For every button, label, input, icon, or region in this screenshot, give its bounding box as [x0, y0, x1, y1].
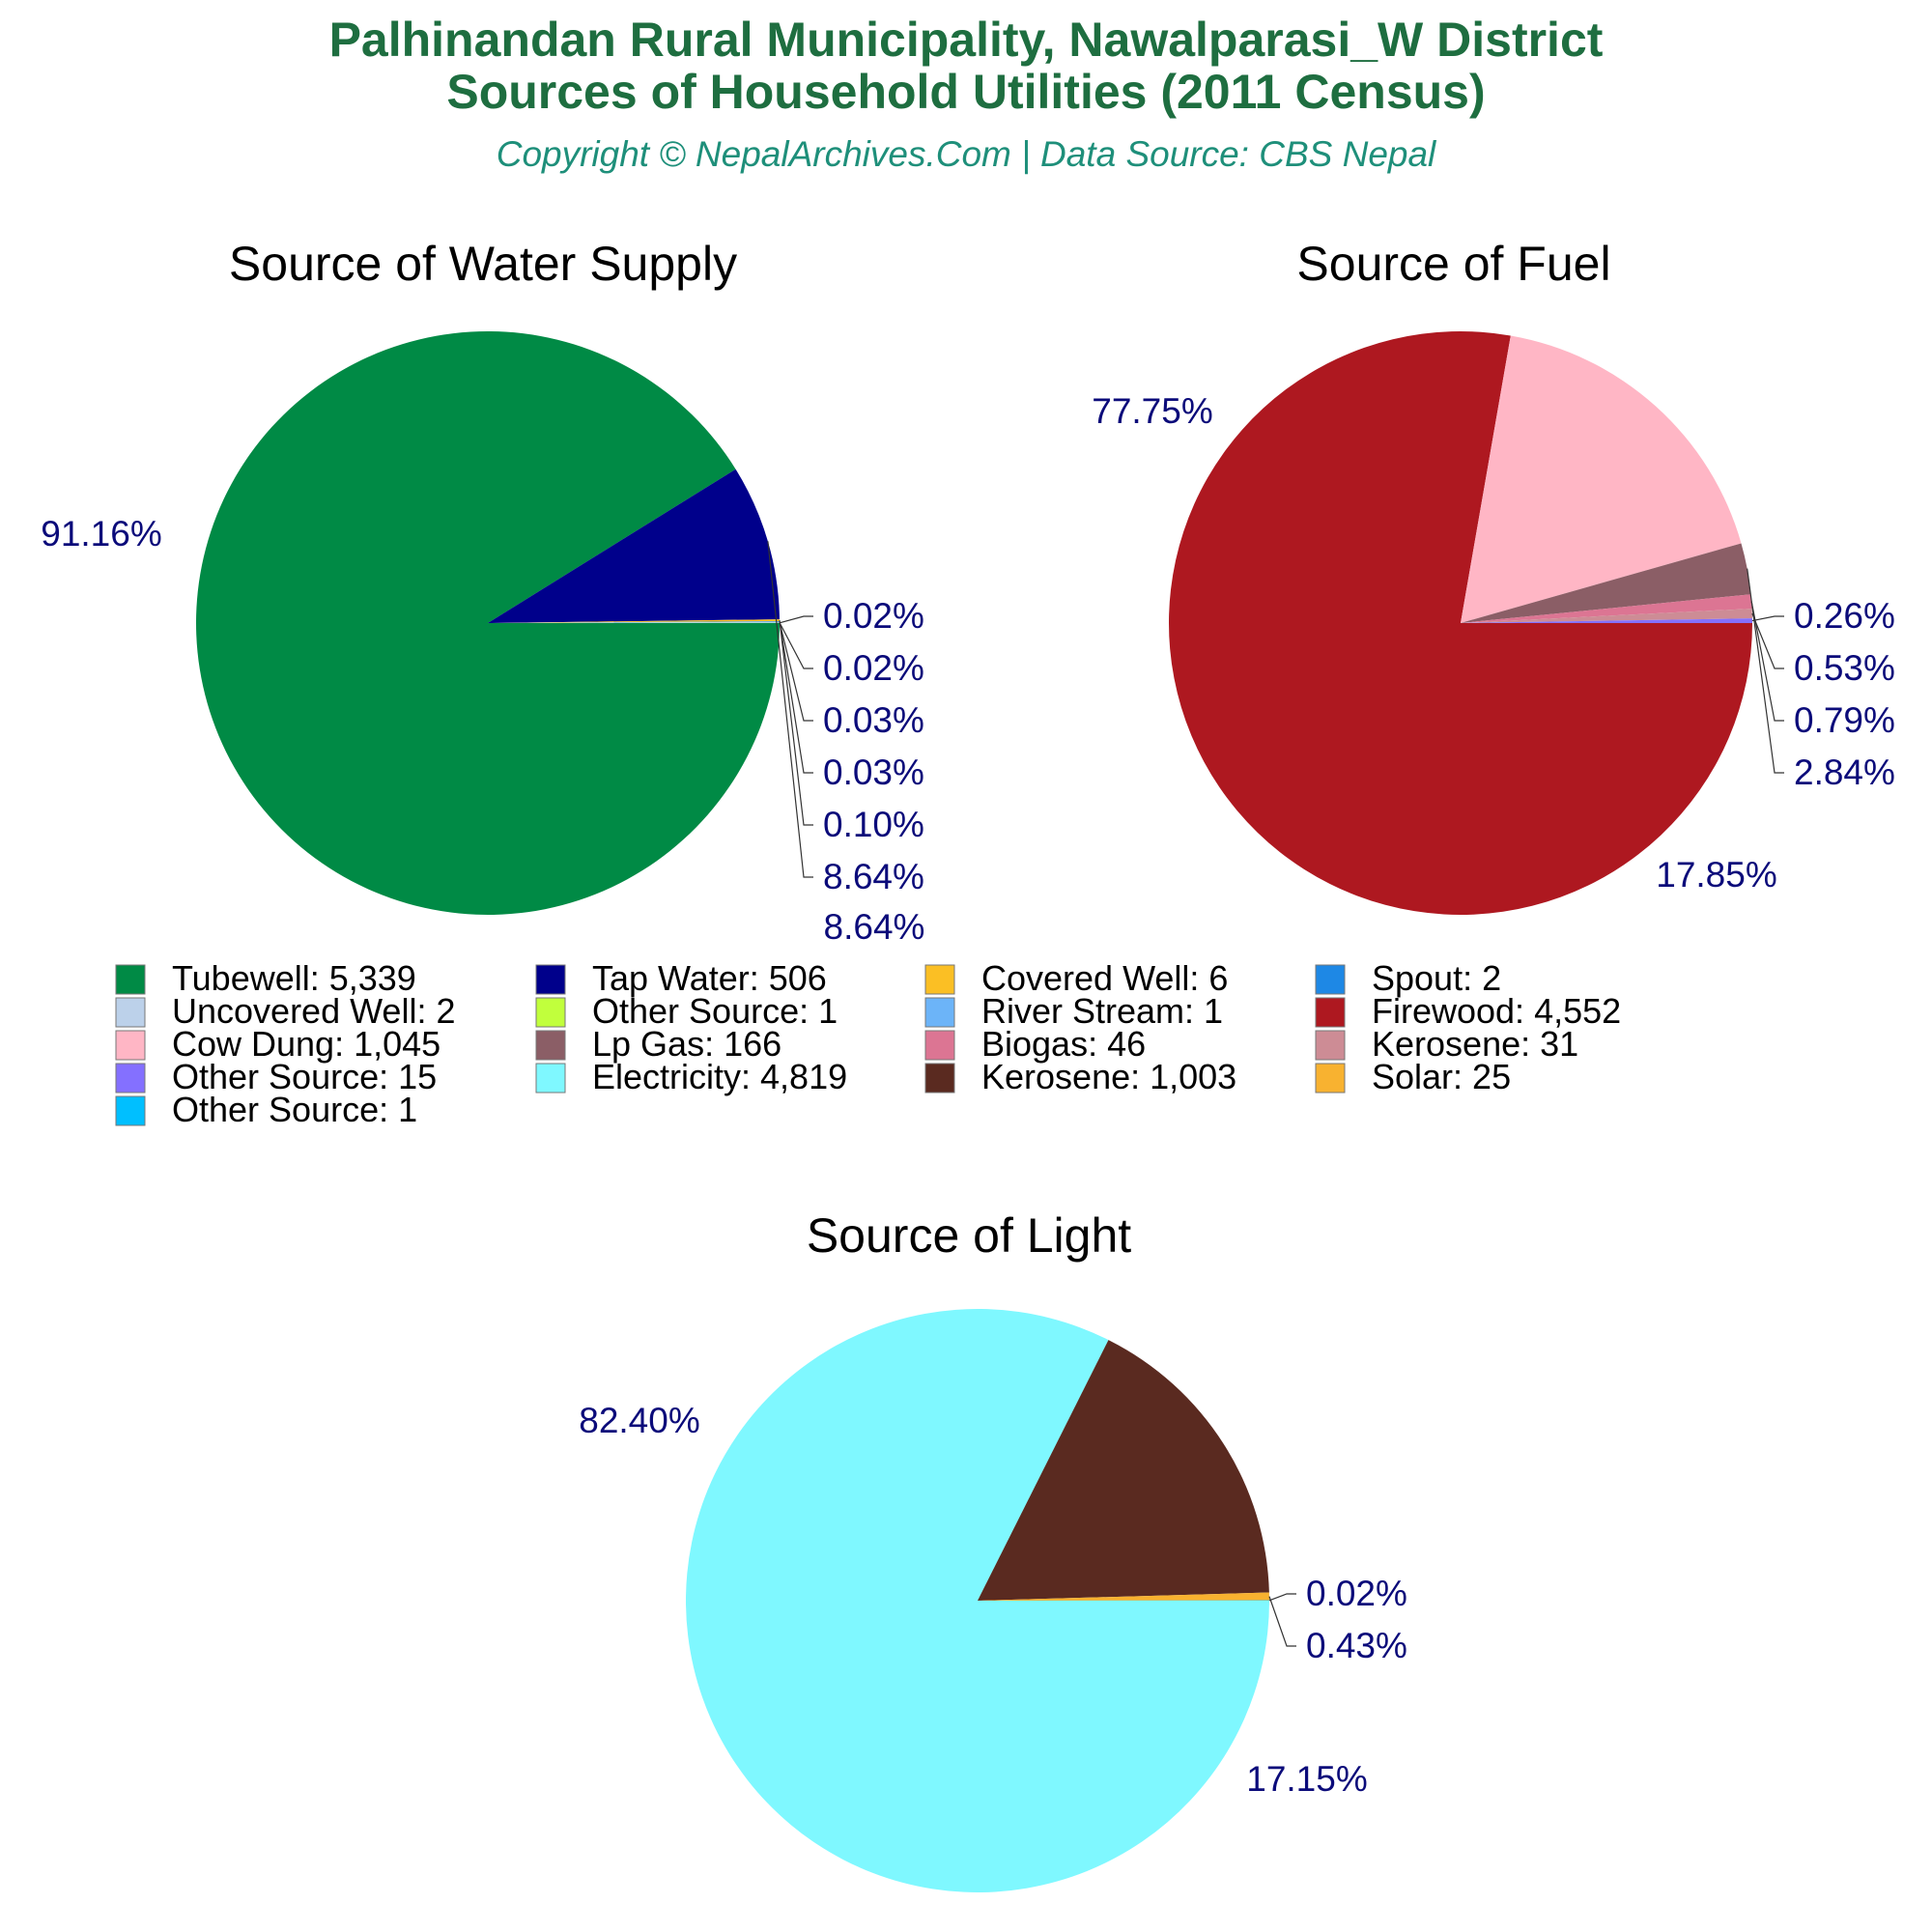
- legend-label-10: Biogas: 46: [981, 1024, 1146, 1064]
- water-pct-label-covered-well: 0.10%: [823, 805, 924, 844]
- legend-label-3: Spout: 2: [1372, 958, 1501, 998]
- fuel-pct-label-cow-dung: 17.85%: [1656, 855, 1777, 895]
- fuel-leader-line-kerosene: [1751, 612, 1784, 669]
- legend-label-2: Covered Well: 6: [981, 958, 1228, 998]
- fuel-pct-label-biogas: 0.79%: [1794, 700, 1895, 740]
- water-leader-line-spout: [779, 621, 813, 774]
- fuel-leader-line-other-source: [1751, 615, 1784, 622]
- legend-swatch-10: [924, 1030, 955, 1061]
- legend-label-15: Solar: 25: [1372, 1057, 1511, 1096]
- water-supply-chart-title: Source of Water Supply: [229, 237, 737, 291]
- water-leader-line-other-source: [779, 622, 813, 669]
- subtitle: Copyright © NepalArchives.Com | Data Sou…: [497, 134, 1437, 174]
- water-slice-tap-water: [488, 469, 780, 623]
- legend-label-5: Other Source: 1: [592, 991, 838, 1031]
- legend-swatch-2: [924, 964, 955, 995]
- fuel-pct-label-lp-gas: 2.84%: [1794, 753, 1895, 792]
- fuel-leader-line-biogas: [1750, 601, 1784, 722]
- water-pct-label-tubewell: 91.16%: [41, 514, 162, 554]
- fuel-slice-lp-gas: [1461, 543, 1751, 623]
- water-slice-covered-well: [488, 619, 780, 623]
- light-slice-solar: [978, 1592, 1269, 1601]
- water-pct-label-tap-water: 8.64%: [823, 857, 924, 896]
- fuel-slice-cow-dung: [1461, 335, 1742, 623]
- water-slice-uncovered-well: [488, 621, 781, 623]
- light-leader-line-solar: [1268, 1596, 1296, 1647]
- main-title-line-1: Palhinandan Rural Municipality, Nawalpar…: [329, 13, 1604, 67]
- fuel-slice-kerosene: [1461, 609, 1752, 623]
- light-leader-line-other-source: [1268, 1593, 1296, 1602]
- legend-label-4: Uncovered Well: 2: [172, 991, 455, 1031]
- legend-label-16: Other Source: 1: [172, 1090, 417, 1129]
- water-slice-spout: [488, 621, 780, 623]
- fuel-leader-line-lp-gas: [1747, 568, 1784, 774]
- water-slice-tubewell: [195, 331, 780, 916]
- water-pct-label-tap-water: 8.64%: [824, 907, 925, 947]
- water-leader-line-tap-water: [767, 541, 813, 878]
- legend-label-12: Other Source: 15: [172, 1057, 437, 1096]
- legend-label-0: Tubewell: 5,339: [172, 958, 416, 998]
- fuel-slice-firewood: [1168, 330, 1752, 915]
- legend-swatch-13: [535, 1063, 566, 1094]
- light-pct-label-solar: 0.43%: [1306, 1626, 1407, 1665]
- legend-swatch-12: [115, 1063, 146, 1094]
- legend-label-8: Cow Dung: 1,045: [172, 1024, 440, 1064]
- legend-swatch-4: [115, 997, 146, 1028]
- fuel-chart-title: Source of Fuel: [1296, 237, 1610, 291]
- legend-swatch-8: [115, 1030, 146, 1061]
- legend-swatch-5: [535, 997, 566, 1028]
- legend-label-11: Kerosene: 31: [1372, 1024, 1578, 1064]
- legend-label-9: Lp Gas: 166: [592, 1024, 781, 1064]
- fuel-pie-chart: Source of Fuel 77.75% 17.85% 0.26% 0.53% 0.7…: [1092, 237, 1895, 915]
- legend-swatch-14: [924, 1063, 955, 1094]
- legend-label-6: River Stream: 1: [981, 991, 1223, 1031]
- light-chart-title: Source of Light: [807, 1208, 1131, 1263]
- water-pct-label-river-stream: 0.02%: [823, 596, 924, 636]
- fuel-slice-other-source: [1461, 618, 1752, 623]
- water-slice-other-source: [488, 622, 781, 623]
- light-pct-label-electricity: 82.40%: [579, 1401, 700, 1440]
- legend-swatch-11: [1315, 1030, 1346, 1061]
- legend-swatch-7: [1315, 997, 1346, 1028]
- water-pct-label-other-source: 0.02%: [823, 648, 924, 688]
- fuel-pct-label-firewood: 77.75%: [1092, 391, 1213, 431]
- legend-label-7: Firewood: 4,552: [1372, 991, 1621, 1031]
- water-leader-line-river-stream: [779, 615, 813, 624]
- fuel-pct-label-kerosene: 0.53%: [1794, 648, 1895, 688]
- legend: Tubewell: 5,339 Tap Water: 506 Covered Wel…: [115, 958, 1621, 1129]
- water-leader-line-uncovered-well: [779, 621, 813, 722]
- legend-swatch-1: [535, 964, 566, 995]
- legend-label-14: Kerosene: 1,003: [981, 1057, 1236, 1096]
- light-pct-label-kerosene: 17.15%: [1246, 1759, 1368, 1799]
- water-supply-pie-chart: Source of Water Supply 91.16% 8.64% 0.02% 0…: [41, 237, 924, 947]
- legend-swatch-16: [115, 1095, 146, 1126]
- fuel-slice-biogas: [1461, 594, 1752, 623]
- water-pct-label-spout: 0.03%: [823, 753, 924, 792]
- water-pct-label-uncovered-well: 0.03%: [823, 700, 924, 740]
- fuel-pct-label-other-source: 0.26%: [1794, 596, 1895, 636]
- legend-swatch-9: [535, 1030, 566, 1061]
- light-slice-kerosene: [978, 1340, 1269, 1601]
- legend-label-13: Electricity: 4,819: [592, 1057, 847, 1096]
- main-title-line-2: Sources of Household Utilities (2011 Cen…: [446, 65, 1485, 119]
- water-leader-line-covered-well: [779, 620, 813, 826]
- light-slice-electricity: [685, 1309, 1269, 1893]
- light-pie-chart: Source of Light 82.40% 17.15% 0.02% 0.43%: [579, 1208, 1407, 1893]
- legend-swatch-0: [115, 964, 146, 995]
- legend-swatch-15: [1315, 1063, 1346, 1094]
- legend-label-1: Tap Water: 506: [592, 958, 827, 998]
- legend-swatch-3: [1315, 964, 1346, 995]
- legend-swatch-6: [924, 997, 955, 1028]
- light-pct-label-other-source: 0.02%: [1306, 1574, 1407, 1613]
